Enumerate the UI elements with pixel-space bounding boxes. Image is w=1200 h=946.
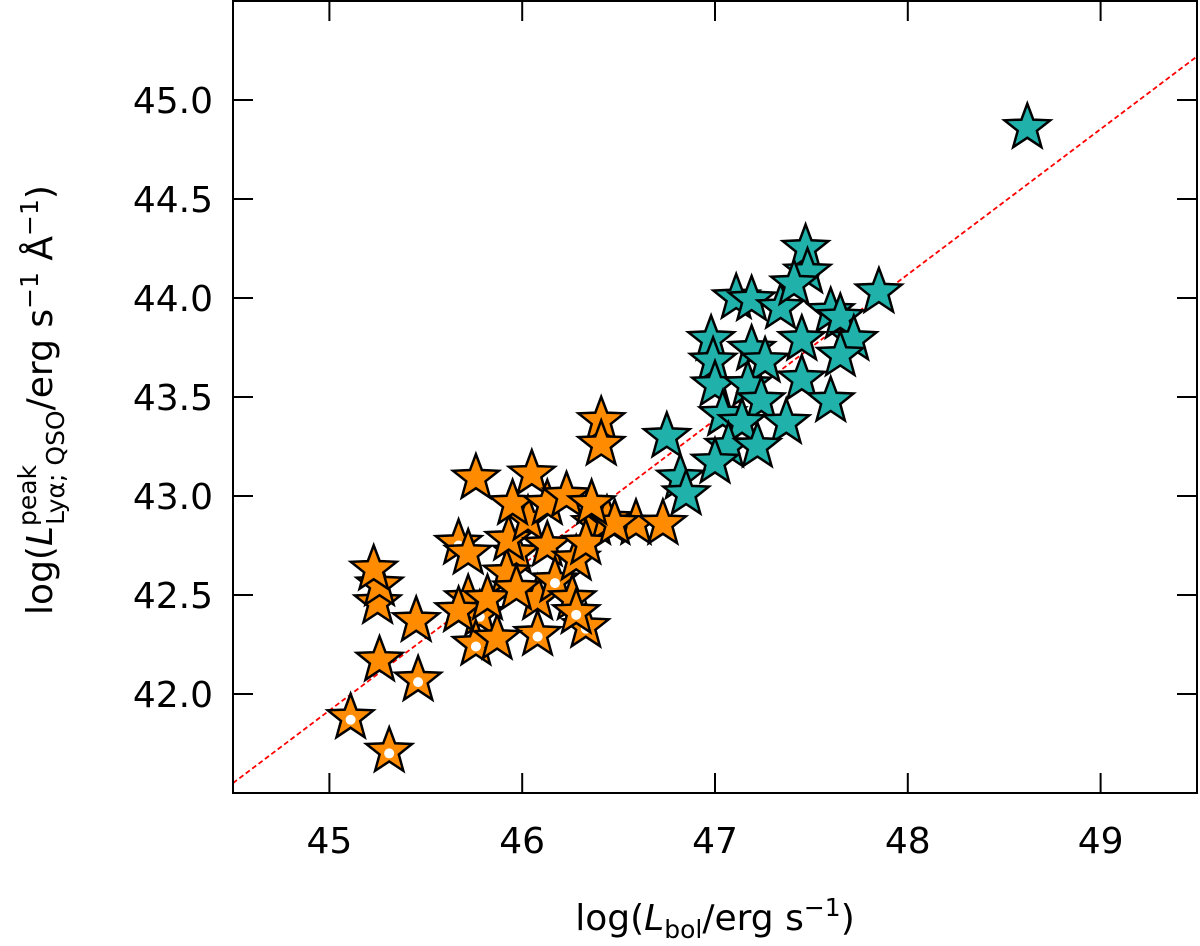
data-point-star: [470, 611, 524, 661]
y-tick-label: 43.0: [133, 477, 213, 518]
data-point-star: [735, 373, 788, 424]
data-point-dot: [470, 641, 481, 652]
data-point-dot: [413, 677, 424, 688]
data-point-dot: [345, 714, 356, 725]
data-point-star: [775, 351, 828, 402]
data-point-dot: [384, 748, 395, 759]
data-point-star: [432, 583, 485, 634]
x-axis-label: log(Lbol/erg s−1): [575, 893, 855, 944]
data-point-star: [775, 312, 828, 362]
x-tick-label: 48: [885, 821, 931, 862]
data-point-star: [441, 525, 495, 576]
data-point-star: [347, 541, 400, 592]
x-tick-label: 45: [306, 821, 352, 862]
data-point-star: [767, 256, 821, 307]
data-point-star: [1001, 100, 1054, 150]
data-point-star: [540, 468, 593, 519]
data-point-star: [389, 593, 443, 644]
data-point-star: [725, 272, 778, 323]
plot-marks: [232, 55, 1198, 784]
x-tick-label: 46: [499, 821, 545, 862]
data-point-star: [351, 575, 404, 626]
y-tick-label: 42.5: [133, 576, 213, 617]
data-point-star: [715, 395, 769, 446]
data-point-star: [731, 418, 784, 469]
data-point-star: [659, 466, 713, 517]
data-point-star: [814, 327, 867, 378]
y-tick-label: 43.5: [133, 378, 213, 419]
data-point-star: [505, 446, 559, 497]
data-point-star: [574, 416, 628, 467]
data-point-dot: [549, 578, 560, 589]
data-point-star: [804, 373, 857, 424]
data-point-star: [640, 409, 693, 459]
data-point-dot: [571, 609, 582, 620]
y-tick-label: 44.5: [133, 180, 213, 221]
y-tick-label: 42.0: [133, 675, 213, 716]
data-point-dot: [532, 631, 543, 642]
data-point-star: [449, 450, 503, 501]
data-point-star: [565, 476, 618, 527]
data-point-star: [490, 561, 543, 612]
data-point-star: [636, 496, 690, 546]
data-point-star: [688, 434, 742, 485]
x-tick-label: 47: [692, 821, 738, 862]
y-axis-label: log(LpeakLyα; QSO/erg s−1 Å−1): [13, 185, 70, 615]
ticks: 45 46 47 48 49 42.0 42.5 43.0 43.5 44.0 44.5 45.0: [133, 1, 1197, 862]
y-tick-label: 45.0: [133, 81, 213, 122]
data-point-star: [754, 280, 807, 331]
y-tick-label: 44.0: [133, 279, 213, 320]
x-tick-label: 49: [1078, 821, 1124, 862]
data-point-star: [852, 264, 906, 315]
data-point-star: [738, 333, 792, 384]
data-point-star: [353, 632, 406, 683]
data-point-star: [760, 395, 813, 446]
